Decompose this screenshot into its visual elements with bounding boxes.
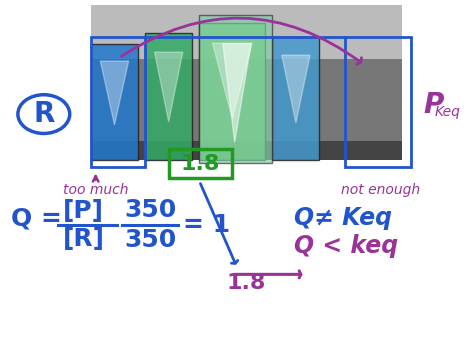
Polygon shape: [223, 44, 251, 142]
Polygon shape: [282, 55, 310, 123]
FancyBboxPatch shape: [91, 44, 138, 160]
FancyBboxPatch shape: [199, 16, 273, 163]
Text: 1.8: 1.8: [181, 154, 220, 174]
FancyBboxPatch shape: [199, 22, 265, 160]
Text: not enough: not enough: [341, 183, 420, 197]
Text: P: P: [423, 91, 444, 119]
Text: Q =: Q =: [11, 206, 62, 230]
FancyBboxPatch shape: [273, 37, 319, 160]
Text: too much: too much: [63, 183, 128, 197]
FancyBboxPatch shape: [91, 141, 402, 160]
Text: Q < keq: Q < keq: [293, 234, 398, 258]
Text: Keq: Keq: [435, 105, 461, 119]
FancyBboxPatch shape: [145, 33, 192, 160]
Polygon shape: [100, 61, 128, 125]
FancyBboxPatch shape: [91, 5, 402, 59]
Text: [P]: [P]: [63, 199, 104, 223]
Text: = 1: = 1: [183, 213, 230, 237]
Text: Q≠ Keq: Q≠ Keq: [293, 206, 392, 230]
Polygon shape: [212, 43, 252, 119]
Text: 1.8: 1.8: [227, 273, 266, 293]
Polygon shape: [155, 52, 183, 122]
Text: R: R: [33, 100, 55, 128]
FancyBboxPatch shape: [91, 5, 402, 160]
Text: [R]: [R]: [63, 227, 105, 251]
Text: 350: 350: [124, 228, 176, 252]
Text: 350: 350: [124, 198, 176, 222]
